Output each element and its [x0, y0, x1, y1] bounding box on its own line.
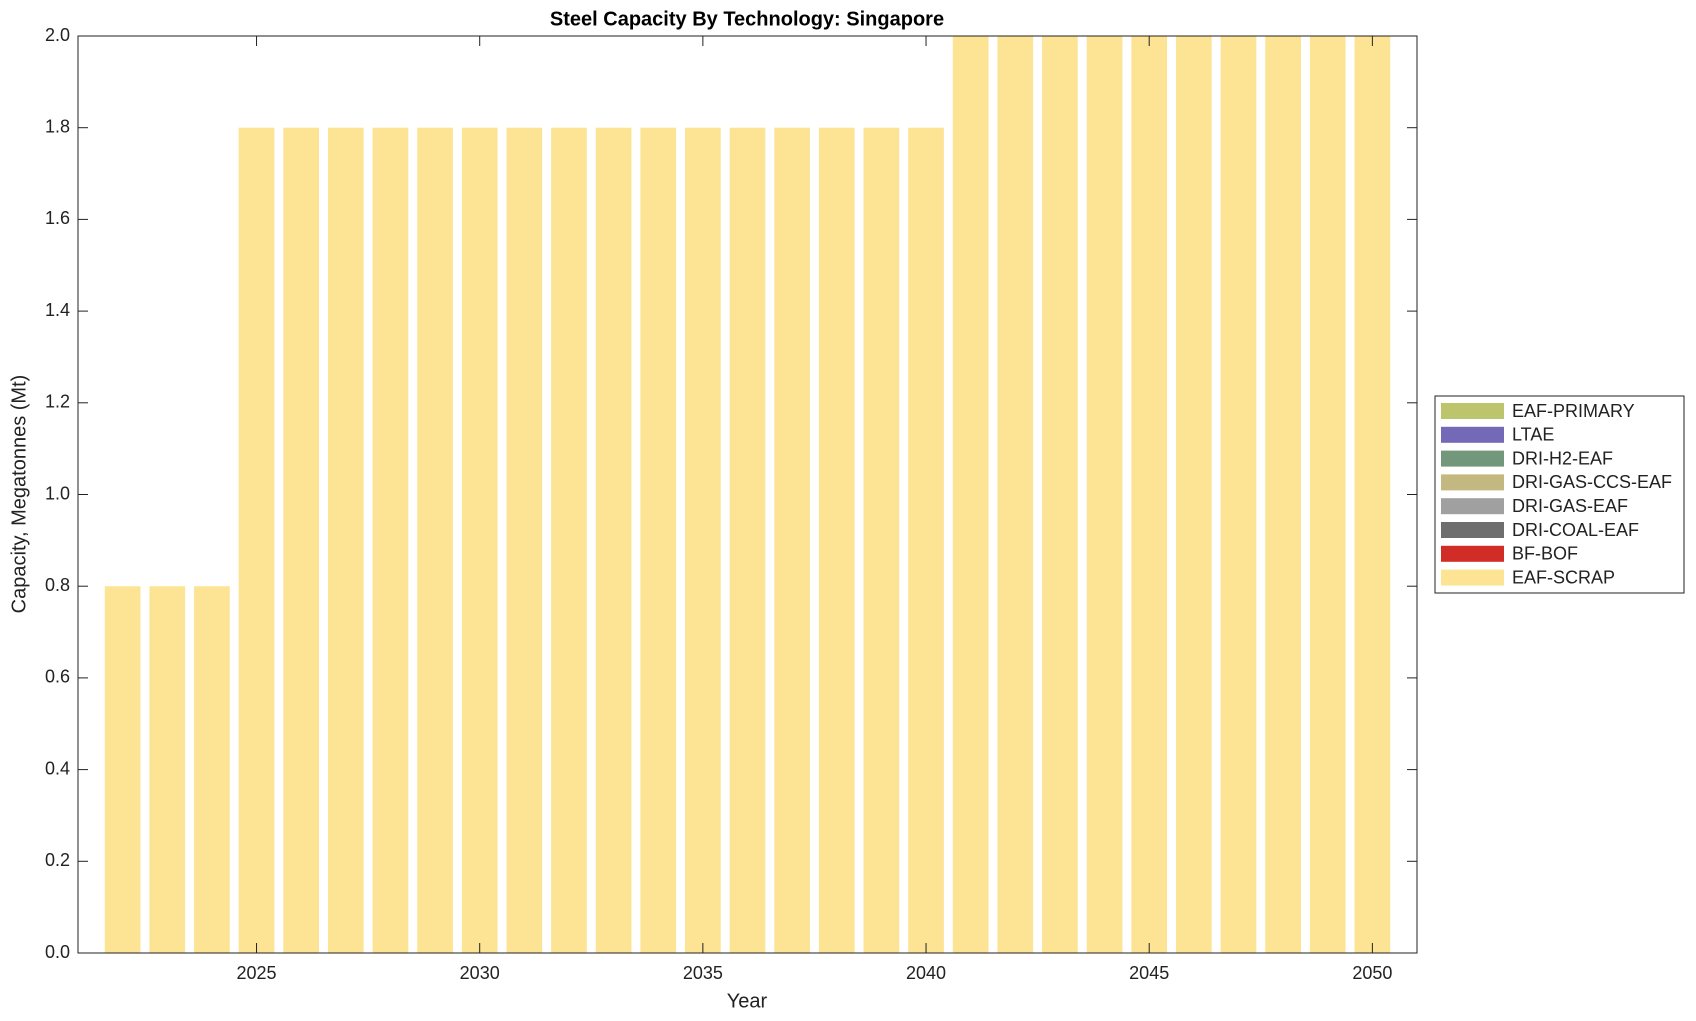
- legend-swatch: [1441, 498, 1504, 515]
- bar-segment: [818, 127, 855, 953]
- legend-swatch: [1441, 569, 1504, 586]
- bar-segment: [104, 586, 141, 953]
- bar-segment: [729, 127, 766, 953]
- bar-segment: [685, 127, 721, 953]
- bar-segment: [1175, 36, 1212, 953]
- bar-segment: [372, 127, 409, 953]
- x-tick-label: 2040: [906, 963, 946, 983]
- x-axis-label: Year: [727, 990, 768, 1012]
- x-tick-label: 2035: [683, 963, 723, 983]
- x-tick-label: 2045: [1129, 963, 1169, 983]
- legend-label: EAF-SCRAP: [1512, 567, 1615, 587]
- bar-segment: [1309, 36, 1346, 953]
- bar-segment: [1354, 36, 1391, 953]
- bar-segment: [1265, 36, 1301, 953]
- y-tick-label: 0.0: [45, 942, 70, 962]
- legend-label: BF-BOF: [1512, 544, 1578, 564]
- x-tick-label: 2025: [237, 963, 277, 983]
- legend-swatch: [1441, 545, 1504, 562]
- legend-label: LTAE: [1512, 425, 1554, 445]
- y-tick-label: 1.8: [45, 116, 70, 136]
- bar-segment: [551, 127, 587, 953]
- y-tick-label: 1.4: [45, 300, 70, 320]
- bar-segment: [774, 127, 810, 953]
- chart-title: Steel Capacity By Technology: Singapore: [550, 8, 944, 30]
- legend-label: DRI-GAS-CCS-EAF: [1512, 472, 1672, 492]
- bar-segment: [1086, 36, 1123, 953]
- x-tick-label: 2030: [460, 963, 500, 983]
- y-tick-label: 1.0: [45, 483, 70, 503]
- legend-swatch: [1441, 426, 1504, 443]
- legend-swatch: [1441, 450, 1504, 467]
- bar-segment: [952, 36, 989, 953]
- y-axis-label: Capacity, Megatonnes (Mt): [8, 375, 30, 614]
- bar-segment: [863, 127, 900, 953]
- y-tick-label: 0.8: [45, 575, 70, 595]
- legend-label: DRI-COAL-EAF: [1512, 520, 1639, 540]
- legend-label: DRI-GAS-EAF: [1512, 496, 1628, 516]
- bar-segment: [149, 586, 186, 953]
- bar-segment: [238, 127, 275, 953]
- y-tick-label: 1.2: [45, 392, 70, 412]
- legend-label: EAF-PRIMARY: [1512, 401, 1635, 421]
- legend-swatch: [1441, 403, 1504, 419]
- legend-swatch: [1441, 522, 1504, 538]
- bar-segment: [327, 127, 364, 953]
- bar-segment: [640, 127, 677, 953]
- y-tick-label: 2.0: [45, 25, 70, 45]
- legend-label: DRI-H2-EAF: [1512, 448, 1613, 468]
- bar-segment: [194, 586, 230, 953]
- bar-segment: [1131, 36, 1168, 953]
- bar-segment: [1042, 36, 1078, 953]
- bar-segment: [595, 127, 632, 953]
- bar-segment: [461, 127, 498, 953]
- bar-segment: [506, 127, 543, 953]
- y-tick-label: 0.6: [45, 667, 70, 687]
- y-tick-label: 0.4: [45, 758, 70, 778]
- bar-segment: [283, 127, 320, 953]
- x-tick-label: 2050: [1352, 963, 1392, 983]
- y-tick-label: 1.6: [45, 208, 70, 228]
- bar-segment: [1220, 36, 1257, 953]
- bar-segment: [908, 127, 944, 953]
- bar-segment: [417, 127, 453, 953]
- legend-swatch: [1441, 474, 1504, 491]
- y-tick-label: 0.2: [45, 850, 70, 870]
- bar-segment: [997, 36, 1034, 953]
